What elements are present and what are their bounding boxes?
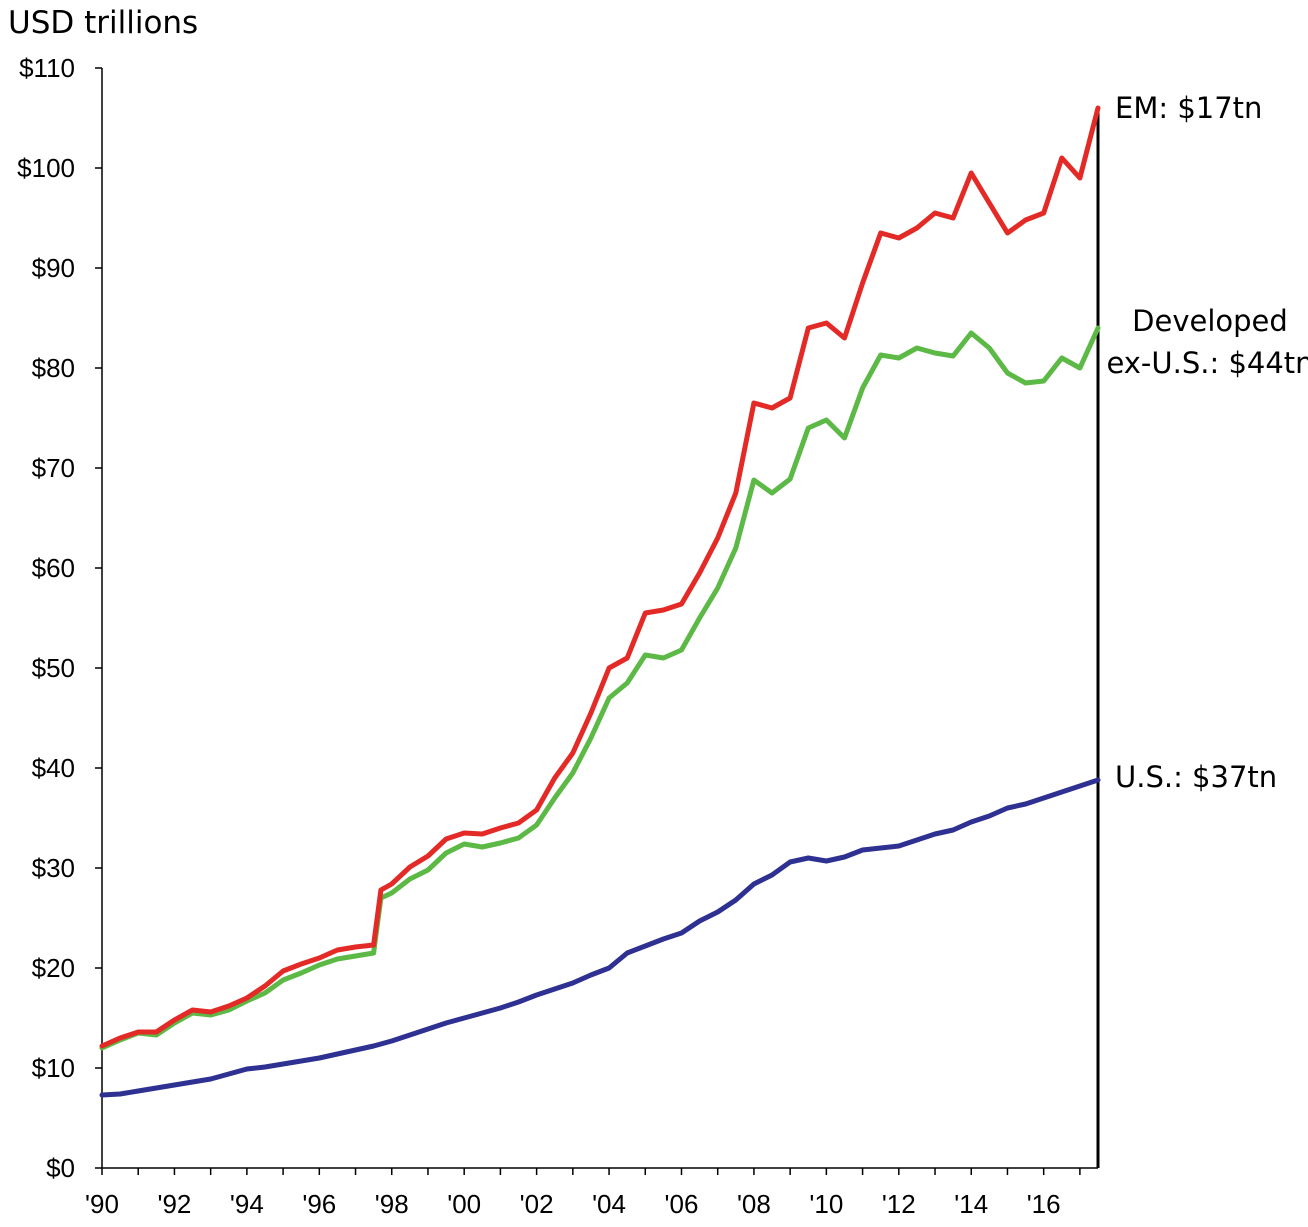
series-layer <box>99 105 1101 1098</box>
x-tick-label: '16 <box>1027 1189 1061 1219</box>
x-tick-label: '02 <box>520 1189 554 1219</box>
x-tick-label: '98 <box>375 1189 409 1219</box>
x-tick-label: '92 <box>157 1189 191 1219</box>
em-label: EM: $17tn <box>1115 91 1262 125</box>
axes: $0 $10 $20 $30 $40 $50 $60 $70 $80 $90 $100 $110 '90… <box>17 53 1100 1219</box>
x-tick-label: '06 <box>665 1189 699 1219</box>
y-axis-title: USD trillions <box>8 5 198 41</box>
y-tick-label: $110 <box>19 53 75 83</box>
x-tick-label: '96 <box>302 1189 336 1219</box>
y-tick-label: $30 <box>32 853 75 883</box>
series-annotations: EM: $17tn Developed ex-U.S.: $44tn U.S.: $3… <box>1106 91 1308 794</box>
x-tick-label: '08 <box>737 1189 771 1219</box>
x-tick-label: '94 <box>230 1189 264 1219</box>
x-tick-label: '14 <box>954 1189 988 1219</box>
us-label: U.S.: $37tn <box>1115 760 1277 794</box>
developed-label-line-1: Developed <box>1132 304 1288 338</box>
y-tick-label: $60 <box>32 553 75 583</box>
y-tick-label: $70 <box>32 453 75 483</box>
y-tick-label: $90 <box>32 253 75 283</box>
y-tick-label: $20 <box>32 953 75 983</box>
y-tick-label: $10 <box>32 1053 75 1083</box>
x-tick-label: '04 <box>592 1189 626 1219</box>
x-tick-label: '10 <box>809 1189 843 1219</box>
series-line-u-s <box>99 777 1101 1098</box>
series-line-em <box>99 105 1101 1049</box>
developed-label-line-2: ex-U.S.: $44tn <box>1106 346 1308 380</box>
x-tick-label: '90 <box>85 1189 119 1219</box>
x-tick-label: '12 <box>882 1189 916 1219</box>
y-tick-label: $50 <box>32 653 75 683</box>
y-tick-label: $0 <box>46 1153 75 1183</box>
y-tick-label: $100 <box>17 153 75 183</box>
x-tick-label: '00 <box>447 1189 481 1219</box>
y-tick-label: $80 <box>32 353 75 383</box>
series-line-developed-ex-u-s <box>99 325 1101 1051</box>
y-tick-label: $40 <box>32 753 75 783</box>
